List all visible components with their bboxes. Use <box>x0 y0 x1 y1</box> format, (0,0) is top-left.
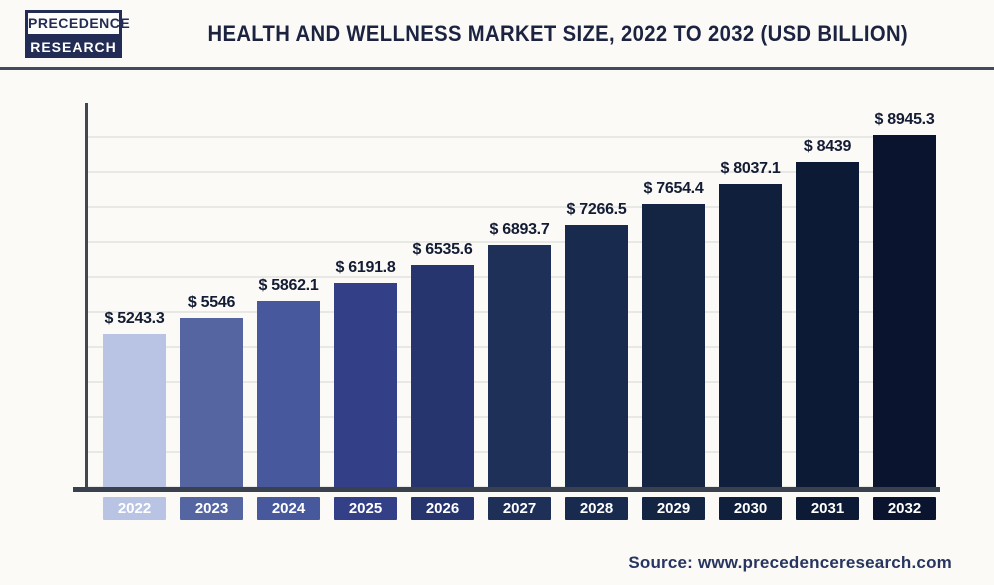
bar-group: $ 7654.4 <box>642 180 705 487</box>
logo-line1: PRECEDENCE <box>25 9 130 37</box>
bar <box>719 184 782 487</box>
bar <box>796 162 859 487</box>
bar-value-label: $ 8037.1 <box>720 160 781 177</box>
bar-value-label: $ 5546 <box>187 294 236 311</box>
bar-group: $ 5243.3 <box>103 310 166 487</box>
x-axis-label: 2028 <box>565 497 628 520</box>
bar <box>180 318 243 487</box>
x-axis-line <box>73 487 940 492</box>
x-axis-label: 2027 <box>488 497 551 520</box>
bar-value-label: $ 8945.3 <box>874 111 935 128</box>
bar-value-label: $ 6893.7 <box>489 221 550 238</box>
x-axis-label: 2026 <box>411 497 474 520</box>
bar <box>642 204 705 487</box>
bar <box>334 283 397 487</box>
chart-title: HEALTH AND WELLNESS MARKET SIZE, 2022 TO… <box>207 20 909 46</box>
bar <box>257 301 320 487</box>
x-axis-label: 2029 <box>642 497 705 520</box>
bar-group: $ 6535.6 <box>411 241 474 487</box>
bar-value-label: $ 7266.5 <box>566 201 627 218</box>
x-axis-label: 2024 <box>257 497 320 520</box>
bar-group: $ 5546 <box>180 294 243 487</box>
header: PRECEDENCE RESEARCH HEALTH AND WELLNESS … <box>0 0 994 70</box>
bar <box>873 135 936 487</box>
bar <box>488 245 551 487</box>
x-axis-label: 2023 <box>180 497 243 520</box>
bar-group: $ 8037.1 <box>719 160 782 487</box>
x-axis-label: 2030 <box>719 497 782 520</box>
x-axis-label: 2022 <box>103 497 166 520</box>
bar-value-label: $ 5243.3 <box>104 310 165 327</box>
logo-line2: RESEARCH <box>25 36 122 58</box>
source-attribution: Source: www.precedenceresearch.com <box>628 553 952 572</box>
x-axis-label: 2031 <box>796 497 859 520</box>
bar-group: $ 5862.1 <box>257 277 320 487</box>
x-axis-label: 2032 <box>873 497 936 520</box>
title-wrap: HEALTH AND WELLNESS MARKET SIZE, 2022 TO… <box>122 21 994 47</box>
bar-value-label: $ 8439 <box>803 138 852 155</box>
bar-group: $ 6191.8 <box>334 259 397 487</box>
x-axis-labels: 2022 2023 2024 2025 2026 2027 2028 2029 2030 2031… <box>88 497 936 520</box>
bar-value-label: $ 6191.8 <box>335 259 396 276</box>
bar <box>411 265 474 487</box>
bar-value-label: $ 7654.4 <box>643 180 704 197</box>
precedence-research-logo: PRECEDENCE RESEARCH <box>25 9 130 58</box>
x-axis-label: 2025 <box>334 497 397 520</box>
bar-group: $ 8439 <box>796 138 859 487</box>
bar-group: $ 7266.5 <box>565 201 628 487</box>
bar-value-label: $ 5862.1 <box>258 277 319 294</box>
bar <box>565 225 628 487</box>
bar-group: $ 6893.7 <box>488 221 551 487</box>
bar-value-label: $ 6535.6 <box>412 241 473 258</box>
bar <box>103 334 166 487</box>
bars: $ 5243.3 $ 5546 $ 5862.1 $ 6191.8 $ 6535.6 $ … <box>88 103 936 487</box>
bar-group: $ 8945.3 <box>873 111 936 487</box>
